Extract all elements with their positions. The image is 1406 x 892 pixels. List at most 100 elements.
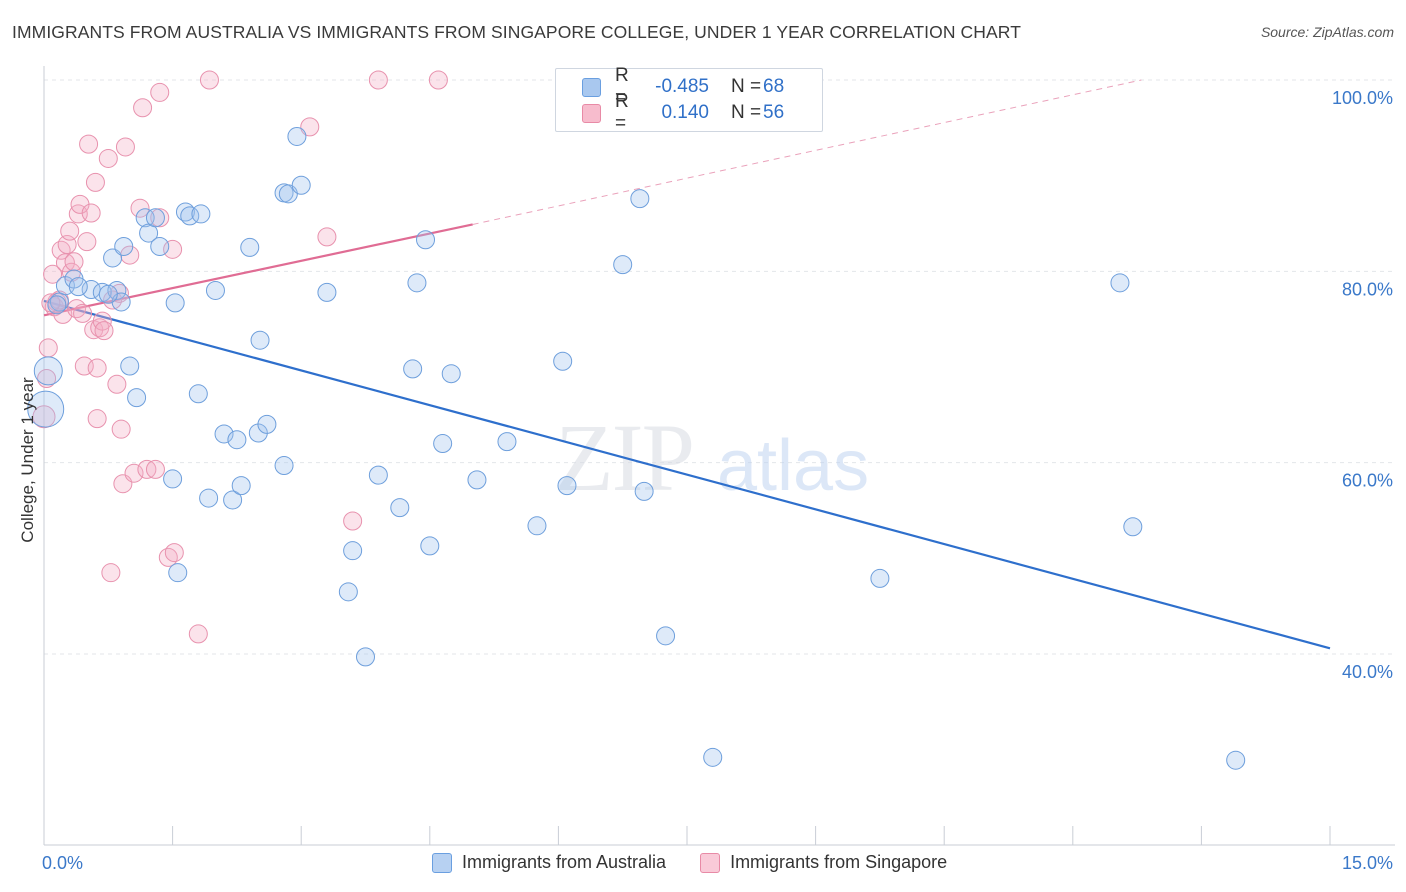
singapore-point	[145, 459, 165, 479]
australia-point	[703, 747, 723, 767]
stats-legend: R = -0.485 N = 68 R = 0.140 N = 56	[555, 65, 823, 134]
australia-point	[33, 356, 63, 386]
r-label: R =	[615, 91, 629, 134]
singapore-point	[92, 311, 112, 331]
singapore-point	[38, 338, 58, 358]
data-points	[27, 70, 1246, 770]
legend-item-australia[interactable]: Immigrants from Australia	[432, 852, 666, 873]
singapore-point	[111, 419, 131, 439]
singapore-point	[98, 148, 118, 168]
australia-point	[634, 481, 654, 501]
australia-point	[338, 582, 358, 602]
singapore-point	[428, 70, 448, 90]
legend-item-singapore[interactable]: Immigrants from Singapore	[700, 852, 947, 873]
australia-point	[188, 384, 208, 404]
singapore-point	[133, 98, 153, 118]
australia-point	[68, 277, 88, 297]
y-tick-label: 60.0%	[1342, 471, 1393, 491]
australia-point	[98, 284, 118, 304]
r-label: R =	[615, 65, 629, 108]
singapore-point	[188, 624, 208, 644]
australia-point	[630, 189, 650, 209]
singapore-point	[81, 203, 101, 223]
australia-point	[163, 469, 183, 489]
australia-point	[1123, 517, 1143, 537]
r-value: -0.485	[655, 76, 709, 97]
australia-point	[416, 230, 436, 250]
australia-point	[240, 237, 260, 257]
australia-point	[135, 208, 155, 228]
australia-point	[287, 126, 307, 146]
y-tick-label: 80.0%	[1342, 279, 1393, 299]
singapore-point	[85, 172, 105, 192]
australia-point	[403, 359, 423, 379]
singapore-point	[164, 543, 184, 563]
australia-point	[368, 465, 388, 485]
trend-lines	[43, 79, 1331, 650]
australia-swatch	[582, 77, 601, 97]
singapore-point	[130, 198, 150, 218]
australia-point	[1226, 750, 1246, 770]
singapore-point	[87, 358, 107, 378]
singapore-point	[150, 82, 170, 102]
australia-point	[205, 280, 225, 300]
chart-title: IMMIGRANTS FROM AUSTRALIA VS IMMIGRANTS …	[12, 22, 1021, 42]
singapore-point	[343, 511, 363, 531]
australia-point	[103, 248, 123, 268]
australia-point	[199, 488, 219, 508]
singapore-point	[64, 252, 84, 272]
singapore-legend-label: Immigrants from Singapore	[730, 852, 948, 872]
axes	[43, 66, 1395, 846]
australia-point	[1110, 273, 1130, 293]
singapore-point	[87, 409, 107, 429]
singapore-point	[73, 303, 93, 323]
australia-legend-swatch	[432, 852, 452, 873]
y-tick-label: 100.0%	[1332, 88, 1393, 108]
legend-row-singapore: R = 0.140 N = 56	[582, 91, 785, 134]
australia-point	[250, 330, 270, 350]
australia-point	[527, 516, 547, 536]
australia-point	[214, 424, 234, 444]
australia-point	[317, 282, 337, 302]
n-label: N =	[731, 102, 762, 123]
grid-lines	[44, 79, 1395, 655]
x-tick-label: 15.0%	[1342, 853, 1393, 873]
n-value: 68	[763, 76, 785, 97]
australia-point	[356, 647, 375, 667]
legend-row-australia: R = -0.485 N = 68	[582, 65, 785, 108]
australia-point	[274, 456, 294, 476]
australia-point	[420, 536, 440, 556]
singapore-legend-swatch	[700, 852, 721, 873]
australia-point	[27, 390, 65, 428]
singapore-point	[51, 240, 71, 260]
australia-point	[343, 541, 363, 561]
singapore-trend-extension	[472, 79, 1142, 225]
australia-point	[497, 432, 517, 452]
australia-point	[150, 236, 170, 256]
australia-point	[227, 430, 247, 450]
singapore-point	[60, 221, 80, 241]
singapore-point	[150, 208, 170, 228]
singapore-point	[124, 463, 144, 483]
australia-point	[145, 208, 165, 228]
australia-point	[191, 204, 211, 224]
singapore-point	[300, 117, 320, 137]
australia-legend-label: Immigrants from Australia	[462, 852, 667, 872]
australia-point	[870, 568, 890, 588]
watermark-atlas: atlas	[717, 426, 869, 506]
australia-point	[231, 476, 251, 496]
n-value: 56	[763, 102, 785, 123]
x-tick-label: 0.0%	[42, 853, 83, 873]
singapore-point	[115, 137, 135, 157]
australia-trend-line	[43, 299, 1331, 650]
australia-point	[390, 498, 410, 518]
tick-labels: 40.0% 60.0% 80.0% 100.0% 0.0% 15.0%	[42, 88, 1393, 873]
singapore-point	[77, 232, 97, 252]
australia-point	[407, 273, 427, 293]
australia-point	[433, 434, 453, 454]
australia-point	[291, 175, 311, 195]
series-legend: Immigrants from Australia Immigrants fro…	[432, 852, 981, 873]
singapore-point	[94, 321, 114, 341]
australia-point	[553, 351, 573, 371]
y-tick-label: 40.0%	[1342, 662, 1393, 682]
